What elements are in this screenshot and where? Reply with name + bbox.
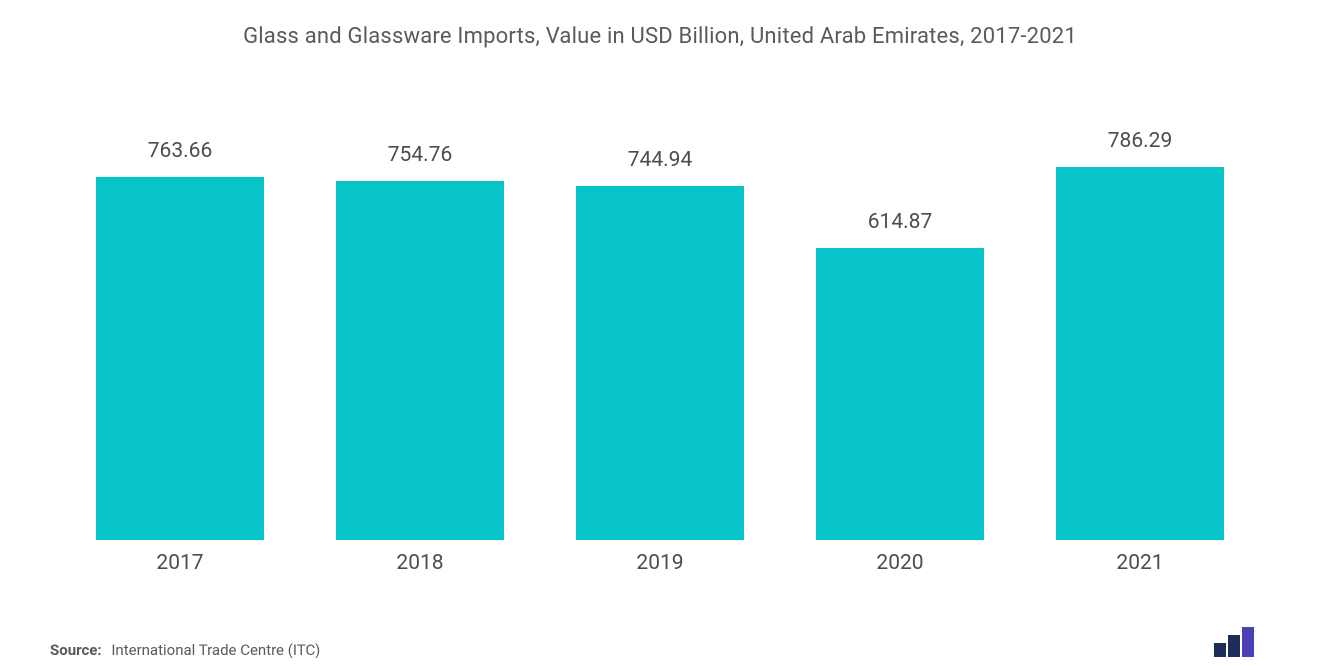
chart-title: Glass and Glassware Imports, Value in US… [40,24,1280,49]
bar [816,248,984,540]
chart-footer: Source: International Trade Centre (ITC) [40,625,1280,663]
bar-col: 763.66 [72,139,288,540]
bar-value-label: 786.29 [1108,129,1173,153]
x-tick-label: 2020 [792,551,1008,575]
bar-chart: Glass and Glassware Imports, Value in US… [0,0,1320,665]
bar-value-label: 754.76 [388,143,453,167]
brand-logo-icon [1214,625,1260,657]
bar-value-label: 763.66 [148,139,213,163]
x-tick-label: 2019 [552,551,768,575]
plot-area: 763.66 754.76 744.94 614.87 786.29 [40,59,1280,541]
bar-value-label: 614.87 [868,210,933,234]
x-tick-label: 2021 [1032,551,1248,575]
source-text: International Trade Centre (ITC) [111,641,320,659]
bar [96,177,264,540]
bar [1056,167,1224,540]
bar-col: 786.29 [1032,129,1248,540]
x-tick-label: 2017 [72,551,288,575]
bar-col: 754.76 [312,143,528,540]
x-axis: 2017 2018 2019 2020 2021 [40,541,1280,575]
bar-col: 614.87 [792,210,1008,540]
bar [576,186,744,540]
x-tick-label: 2018 [312,551,528,575]
bar [336,181,504,540]
bar-value-label: 744.94 [628,148,693,172]
source-label: Source: [50,641,102,659]
bar-col: 744.94 [552,148,768,540]
source-line: Source: International Trade Centre (ITC) [50,641,320,659]
